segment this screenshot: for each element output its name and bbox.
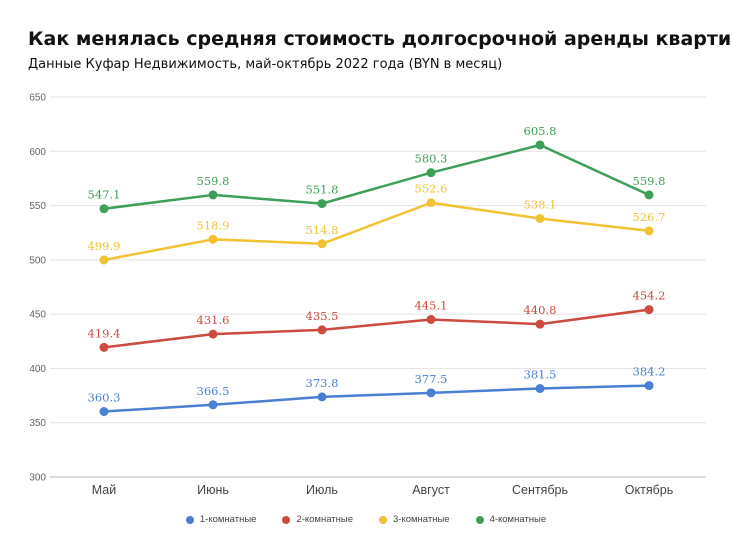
legend-item: 2-комнатные [282, 514, 353, 525]
data-label: 559.8 [197, 174, 230, 188]
x-tick-label: Май [92, 483, 117, 497]
legend-dot-icon [475, 515, 484, 524]
data-label: 547.1 [88, 188, 121, 202]
data-point [426, 388, 436, 398]
data-point [644, 226, 654, 236]
chart-subtitle: Данные Куфар Недвижимость, май-октябрь 2… [28, 57, 503, 72]
legend-item: 1-комнатные [185, 514, 257, 525]
data-point [426, 198, 436, 208]
chart-title: Как менялась средняя стоимость долгосроч… [28, 28, 732, 50]
data-label: 518.9 [197, 218, 230, 232]
data-point [208, 190, 218, 200]
legend-label: 2-комнатные [296, 514, 353, 525]
data-label: 377.5 [415, 372, 448, 386]
data-label: 526.7 [633, 210, 666, 224]
x-tick-label: Октябрь [625, 483, 673, 497]
x-tick-label: Июнь [197, 483, 229, 497]
data-point [99, 204, 109, 214]
data-point [317, 392, 327, 402]
series-line-2 [103, 308, 650, 349]
data-point [99, 255, 109, 265]
data-point [208, 400, 218, 410]
legend-dot-icon [185, 515, 194, 524]
legend-label: 4-комнатные [489, 514, 547, 525]
y-tick-label: 550 [29, 201, 46, 212]
data-point [317, 325, 327, 335]
data-point [644, 190, 654, 200]
data-label: 580.3 [415, 152, 448, 166]
y-tick-label: 500 [29, 255, 46, 266]
data-point [644, 381, 654, 391]
data-label: 605.8 [524, 124, 557, 138]
data-point [99, 407, 109, 417]
data-label: 431.6 [197, 313, 230, 327]
data-point [317, 239, 327, 249]
data-label: 360.3 [88, 391, 121, 405]
data-label: 419.4 [88, 326, 121, 340]
data-label: 440.8 [524, 303, 557, 317]
data-point [535, 384, 545, 394]
y-tick-label: 450 [29, 310, 46, 321]
data-label: 552.6 [415, 182, 448, 196]
data-label: 454.2 [633, 289, 666, 303]
series-line-3 [103, 201, 650, 262]
y-tick-label: 400 [29, 364, 46, 375]
data-label: 499.9 [88, 239, 121, 253]
series-line-4 [103, 143, 650, 210]
data-label: 435.5 [306, 309, 339, 323]
chart-legend: 1-комнатные 2-комнатные 3-комнатные 4-комна… [0, 514, 732, 525]
legend-dot-icon [282, 515, 291, 524]
x-tick-label: Июль [306, 483, 338, 497]
legend-label: 1-комнатные [199, 514, 257, 525]
y-tick-label: 600 [29, 147, 46, 158]
legend-item: 3-комнатные [379, 514, 450, 525]
data-point [208, 329, 218, 339]
y-tick-label: 300 [29, 473, 46, 484]
data-label: 559.8 [633, 174, 666, 188]
data-point [99, 342, 109, 352]
x-tick-label: Сентябрь [512, 483, 568, 497]
data-point [535, 319, 545, 329]
series-line-1 [103, 384, 650, 413]
data-label: 384.2 [633, 365, 666, 379]
x-tick-label: Август [412, 483, 450, 497]
data-label: 514.8 [306, 223, 339, 237]
data-point [426, 168, 436, 178]
data-label: 381.5 [524, 368, 557, 382]
data-label: 366.5 [197, 384, 230, 398]
data-label: 445.1 [415, 298, 448, 312]
data-point [426, 314, 436, 324]
data-label: 551.8 [306, 183, 339, 197]
data-point [535, 213, 545, 223]
data-label: 538.1 [524, 197, 557, 211]
data-label: 373.8 [306, 376, 339, 390]
data-point [317, 199, 327, 209]
y-tick-label: 350 [29, 418, 46, 429]
data-point [644, 305, 654, 315]
y-tick-label: 650 [29, 93, 46, 104]
legend-item: 4-комнатные [475, 514, 547, 525]
data-point [535, 140, 545, 150]
legend-label: 3-комнатные [393, 514, 450, 525]
legend-dot-icon [379, 515, 387, 524]
data-point [208, 234, 218, 244]
